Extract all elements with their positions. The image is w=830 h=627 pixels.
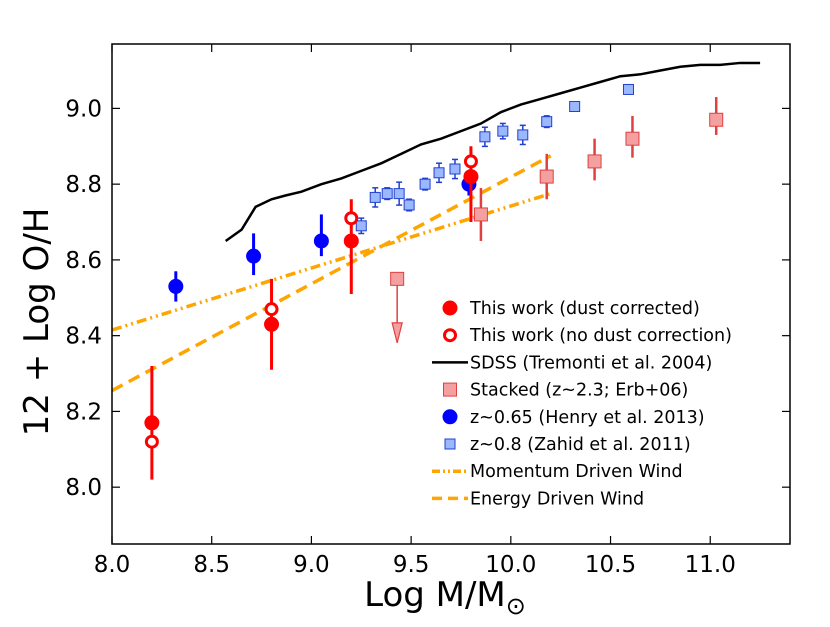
sun-symbol-icon: ⊙	[506, 592, 526, 620]
erb-point	[539, 169, 554, 184]
zahid-point	[479, 131, 491, 143]
legend-label: SDSS (Tremonti et al. 2004)	[470, 353, 712, 373]
legend-label: Energy Driven Wind	[470, 489, 644, 509]
no-dust-correction-point	[264, 302, 279, 317]
sdss-line	[224, 61, 761, 242]
x-axis-label-text: Log M/M	[364, 575, 506, 615]
y-tick-label: 8.4	[65, 324, 102, 350]
dust-corrected-point	[463, 169, 479, 185]
legend-label: This work (dust corrected)	[469, 299, 700, 319]
erb-point	[587, 154, 602, 169]
henry-point	[168, 278, 184, 294]
henry-point	[246, 248, 262, 264]
x-tick-label: 8.0	[94, 552, 131, 578]
dust-corrected-point	[343, 233, 359, 249]
legend-label: Momentum Driven Wind	[470, 462, 683, 482]
legend-marker	[444, 438, 456, 450]
no-dust-correction-point	[463, 154, 478, 169]
zahid-point	[433, 167, 445, 179]
x-tick-label: 9.0	[293, 552, 330, 578]
zahid-point	[403, 199, 415, 211]
legend-label: Stacked (z~2.3; Erb+06)	[470, 381, 688, 401]
legend-marker	[443, 382, 457, 397]
dust-corrected-point	[144, 415, 160, 431]
legend-label: z~0.65 (Henry et al. 2013)	[470, 408, 705, 428]
dust-corrected-point	[264, 316, 280, 332]
y-tick-label: 8.6	[65, 248, 102, 274]
erb-upper-limit-arrow	[391, 322, 403, 343]
zahid-point	[517, 129, 529, 141]
x-tick-label: 10.0	[485, 552, 536, 578]
zahid-point	[381, 188, 393, 200]
legend-marker	[442, 409, 458, 425]
axes-frame	[111, 43, 791, 545]
legend-marker	[443, 328, 457, 343]
no-dust-correction-point	[144, 434, 159, 449]
zahid-point	[622, 83, 634, 95]
energy-wind-line	[111, 154, 552, 393]
zahid-point	[369, 191, 381, 203]
no-dust-correction-point	[344, 211, 359, 226]
x-tick-label: 8.5	[193, 552, 230, 578]
zahid-point	[419, 178, 431, 190]
x-tick-label: 11.0	[685, 552, 736, 578]
legend: This work (dust corrected) This work (no …	[432, 299, 732, 509]
x-tick-label: 10.5	[585, 552, 636, 578]
zahid-point	[541, 116, 553, 128]
y-axis-label: 12 + Log O/H	[17, 208, 57, 437]
zahid-point	[355, 220, 367, 232]
axes: 8.0 8.5 9.0 9.5 10.0 10.5 11.0 8.0 8.2 8.4 8.6 8.8 9…	[65, 43, 791, 578]
x-tick-label: 9.5	[393, 552, 430, 578]
y-tick-label: 9.0	[65, 96, 102, 122]
momentum-wind-line	[111, 191, 552, 332]
henry-point	[313, 233, 329, 249]
erb-point	[709, 112, 724, 127]
legend-marker	[442, 300, 458, 316]
y-tick-label: 8.8	[65, 172, 102, 198]
zahid-point	[449, 163, 461, 175]
legend-label: This work (no dust correction)	[469, 326, 732, 346]
y-tick-label: 8.2	[65, 399, 102, 425]
plot-area	[111, 61, 761, 480]
x-axis-label: Log M/M⊙	[364, 575, 526, 620]
erb-point	[390, 271, 405, 286]
zahid-point	[393, 188, 405, 200]
zahid-point	[569, 101, 581, 112]
legend-label: z~0.8 (Zahid et al. 2011)	[470, 435, 691, 455]
erb-point	[625, 131, 640, 146]
erb-point	[473, 207, 488, 222]
zahid-point	[497, 125, 509, 137]
y-tick-label: 8.0	[65, 475, 102, 501]
